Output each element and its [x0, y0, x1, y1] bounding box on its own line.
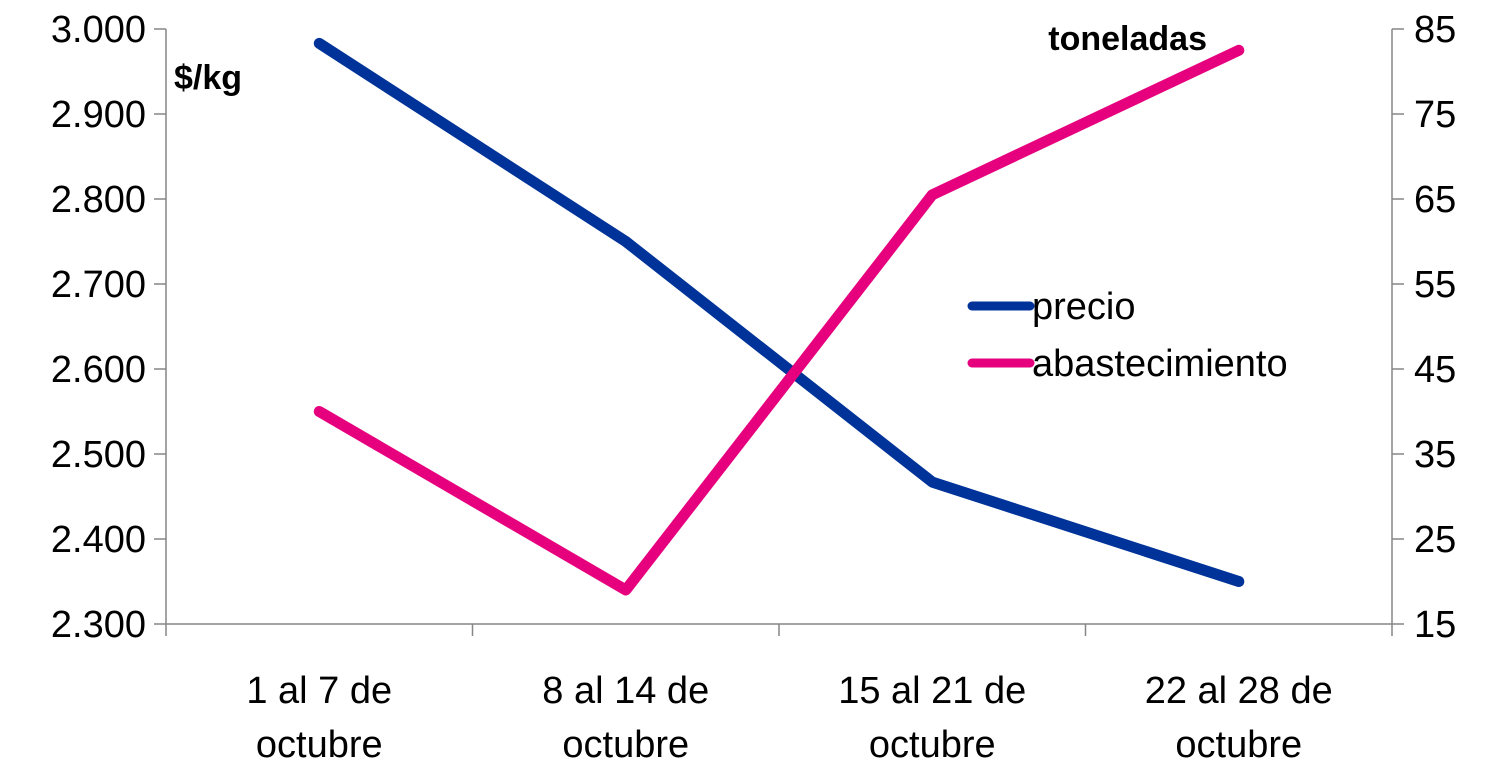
right-tick-label: 75: [1414, 94, 1456, 136]
right-tick-label: 35: [1414, 434, 1456, 476]
x-category-label-line: 1 al 7 de: [246, 670, 392, 712]
data-point-abastecimiento: [318, 411, 320, 412]
data-point-precio: [625, 241, 627, 242]
right-tick-label: 85: [1414, 9, 1456, 51]
series-line-precio: [313, 37, 1245, 587]
data-point-precio: [318, 42, 320, 44]
x-category-label: 1 al 7 de octubre: [246, 670, 392, 762]
right-tick-label: 45: [1414, 349, 1456, 391]
x-category-label-line: 8 al 14 de: [542, 670, 709, 712]
x-category-label-line: 15 al 21 de: [838, 670, 1026, 712]
left-tick-label: 3.000: [51, 9, 146, 51]
x-category-label: 15 al 21 de octubre: [838, 670, 1026, 762]
left-tick-label: 2.600: [51, 349, 146, 391]
right-tick-label: 25: [1414, 519, 1456, 561]
left-tick-label: 2.500: [51, 434, 146, 476]
left-tick-label: 2.900: [51, 94, 146, 136]
x-category-label-line: 22 al 28 de: [1145, 670, 1333, 712]
left-tick-label: 2.800: [51, 179, 146, 221]
right-tick-label: 65: [1414, 179, 1456, 221]
left-tick-label: 2.300: [51, 604, 146, 646]
left-tick-label: 2.700: [51, 264, 146, 306]
legend-label-precio: precio: [1032, 286, 1136, 328]
x-category-label-line: octubre: [1175, 724, 1302, 762]
left-axis-ticks: 3.000 2.900 2.800 2.700 2.600 2.500 2.400 2.300: [51, 9, 166, 646]
data-point-precio: [1238, 581, 1240, 582]
right-axis-ticks: 85 75 65 55 45 35 25 15: [1392, 9, 1456, 646]
series-line-abastecimiento: [313, 44, 1245, 596]
right-tick-label: 55: [1414, 264, 1456, 306]
axes: [165, 29, 1393, 625]
x-category-label: 8 al 14 de octubre: [542, 670, 709, 762]
left-axis-unit-label: $/kg: [174, 59, 242, 97]
x-category-label: 22 al 28 de octubre: [1145, 670, 1333, 762]
data-point-abastecimiento: [931, 194, 933, 196]
data-point-abastecimiento: [625, 589, 627, 591]
x-category-label-line: octubre: [869, 724, 996, 762]
right-tick-label: 15: [1414, 604, 1456, 646]
legend-label-abastecimiento: abastecimiento: [1032, 343, 1288, 385]
data-point-precio: [931, 481, 933, 483]
x-category-label-line: octubre: [256, 724, 383, 762]
legend: precio abastecimiento: [967, 286, 1288, 385]
right-axis-unit-label: toneladas: [1048, 20, 1207, 58]
left-tick-label: 2.400: [51, 519, 146, 561]
series: [313, 37, 1245, 596]
data-point-abastecimiento: [1238, 49, 1240, 51]
x-category-label-line: octubre: [562, 724, 689, 762]
